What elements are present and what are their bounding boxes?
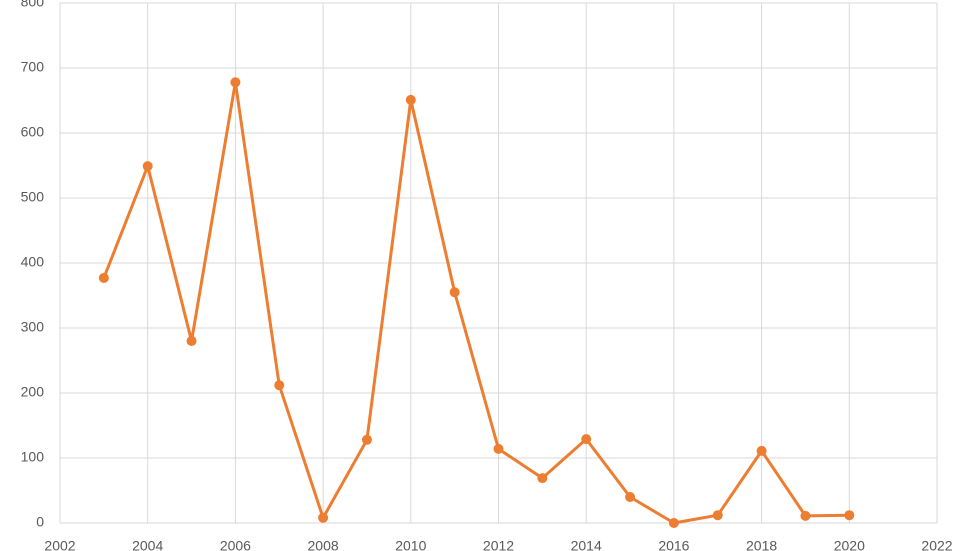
data-point <box>756 445 767 456</box>
x-tick-label: 2014 <box>571 538 602 551</box>
data-point <box>142 161 153 172</box>
data-point <box>581 434 592 445</box>
data-point <box>361 434 372 445</box>
data-point <box>98 272 109 283</box>
data-point <box>844 510 855 521</box>
y-tick-label: 100 <box>21 449 45 465</box>
data-point <box>493 443 504 454</box>
x-tick-label: 2002 <box>44 538 75 551</box>
data-point <box>537 473 548 484</box>
data-point <box>800 510 811 521</box>
data-point <box>274 380 285 391</box>
data-line <box>102 80 850 525</box>
data-point <box>318 512 329 523</box>
x-tick-label: 2004 <box>132 538 163 551</box>
data-point <box>449 287 460 298</box>
y-tick-label: 800 <box>21 0 45 10</box>
x-tick-label: 2018 <box>746 538 777 551</box>
y-tick-label: 700 <box>21 59 45 75</box>
y-tick-label: 300 <box>21 319 45 335</box>
y-tick-label: 500 <box>21 189 45 205</box>
x-tick-label: 2022 <box>921 538 952 551</box>
y-tick-label: 0 <box>36 514 44 530</box>
data-point <box>230 77 241 88</box>
y-tick-label: 400 <box>21 254 45 270</box>
y-tick-label: 200 <box>21 384 45 400</box>
x-tick-label: 2012 <box>483 538 514 551</box>
data-point <box>712 510 723 521</box>
data-point <box>625 492 636 502</box>
data-point <box>405 94 416 105</box>
x-tick-label: 2006 <box>220 538 251 551</box>
data-point <box>668 518 679 528</box>
x-tick-label: 2008 <box>308 538 339 551</box>
x-tick-label: 2010 <box>395 538 426 551</box>
data-point <box>186 336 197 346</box>
x-tick-label: 2020 <box>834 538 865 551</box>
x-tick-label: 2016 <box>658 538 689 551</box>
y-tick-label: 600 <box>21 124 45 140</box>
